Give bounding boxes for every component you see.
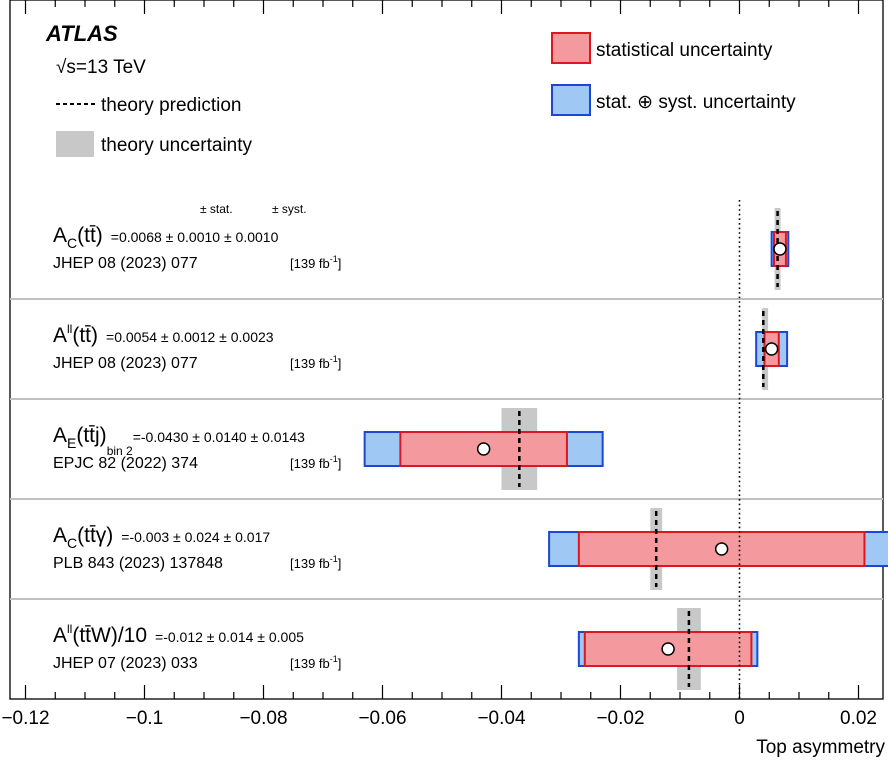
experiment-label: ATLAS: [45, 21, 118, 46]
measurement-1-central-value: [773, 242, 787, 256]
row-separators: [10, 298, 883, 600]
syst-column-header: ± syst.: [272, 202, 307, 216]
measurement-2-reference: JHEP 08 (2023) 077: [53, 355, 198, 372]
measurement-3-luminosity: [139 fb-1]: [290, 454, 341, 471]
measurement-4-label-group: AC(tt̄γ) =-0.003 ± 0.024 ± 0.017 PLB 843 (…: [53, 524, 341, 572]
measurement-3-observable: AE(tt̄j)bin 2=-0.0430 ± 0.0140 ± 0.0143: [53, 424, 305, 458]
measurement-5-reference: JHEP 07 (2023) 033: [53, 655, 198, 672]
measurement-4-observable: AC(tt̄γ) =-0.003 ± 0.024 ± 0.017: [53, 524, 270, 551]
tick-label: −0.1: [126, 708, 164, 729]
measurement-5-central-value: [661, 642, 675, 656]
measurement-1-reference: JHEP 08 (2023) 077: [53, 255, 198, 272]
tick-label: 0.02: [840, 708, 877, 729]
measurement-3-reference: EPJC 82 (2022) 374: [53, 455, 198, 472]
plot-frame: [9, 0, 884, 700]
measurement-3-central-value: [476, 442, 491, 456]
measurement-2-label-group: All(tt̄) =0.0054 ± 0.0012 ± 0.0023 JHEP 08…: [53, 322, 341, 372]
tick-label: −0.06: [358, 708, 406, 729]
legend-stat-label: statistical uncertainty: [596, 40, 773, 61]
measurement-1-luminosity: [139 fb-1]: [290, 254, 341, 271]
measurement-2-central-value: [764, 342, 779, 356]
measurement-5-label-group: All(tt̄W)/10 =-0.012 ± 0.014 ± 0.005 JHEP …: [53, 622, 341, 672]
measurement-5-luminosity: [139 fb-1]: [290, 654, 341, 671]
measurement-5-observable: All(tt̄W)/10 =-0.012 ± 0.014 ± 0.005: [53, 622, 304, 647]
x-axis-title: Top asymmetry: [756, 737, 885, 758]
measurement-2-observable: All(tt̄) =0.0054 ± 0.0012 ± 0.0023: [53, 322, 274, 347]
stat-column-header: ± stat.: [200, 202, 233, 216]
measurement-4-reference: PLB 843 (2023) 137848: [53, 555, 223, 572]
tick-label: −0.12: [1, 708, 49, 729]
measurement-3-label-group: AE(tt̄j)bin 2=-0.0430 ± 0.0140 ± 0.0143E…: [53, 424, 341, 472]
energy-label: √s=13 TeV: [56, 57, 146, 78]
legend-theory-band-label: theory uncertainty: [101, 135, 253, 156]
measurement-4-stat-box: [577, 531, 866, 567]
tick-label: −0.02: [596, 708, 644, 729]
measurement-4-luminosity: [139 fb-1]: [290, 554, 341, 571]
legend-total-label: stat. ⊕ syst. uncertainty: [596, 92, 796, 113]
tick-label: −0.08: [239, 708, 287, 729]
legend-total-swatch: [551, 84, 591, 116]
legend-theory-line-label: theory prediction: [101, 95, 241, 116]
measurement-1-label-group: AC(tt̄) =0.0068 ± 0.0010 ± 0.0010 JHEP 08 …: [53, 224, 341, 272]
measurement-1-observable: AC(tt̄) =0.0068 ± 0.0010 ± 0.0010: [53, 224, 279, 251]
stat-uncertainty-boxes: [399, 231, 866, 667]
central-values: [476, 242, 787, 656]
measurement-4-central-value: [714, 542, 729, 556]
legend-theory-band-swatch: [56, 131, 94, 157]
legend-stat-swatch: [551, 32, 591, 64]
tick-label: 0: [734, 708, 745, 729]
row-labels: AC(tt̄) =0.0068 ± 0.0010 ± 0.0010 JHEP 08 …: [53, 224, 341, 672]
measurement-2-luminosity: [139 fb-1]: [290, 354, 341, 371]
tick-label: −0.04: [477, 708, 526, 729]
